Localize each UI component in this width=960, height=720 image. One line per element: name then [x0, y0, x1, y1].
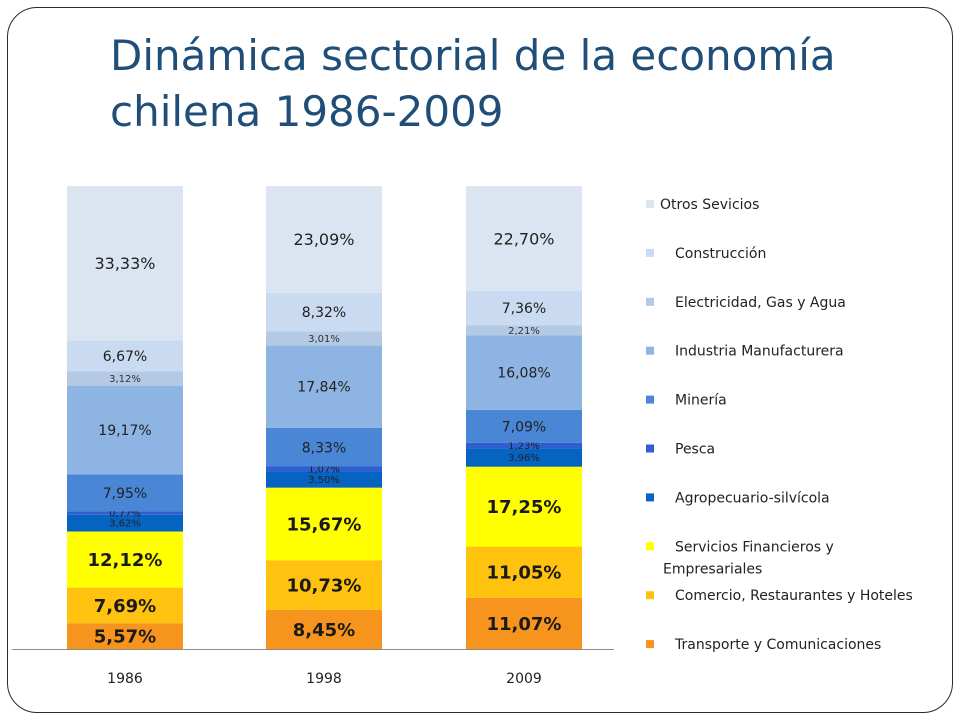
legend-swatch-8: [646, 591, 654, 600]
bar-label-2009-series-1: 11,05%: [487, 563, 562, 584]
bar-segment-2009-series-1: [466, 546, 582, 598]
bar-segment-2009-series-5: [466, 409, 582, 443]
bar-label-1986-series-2: 12,12%: [88, 550, 163, 571]
legend-label-8: Comercio, Restaurantes y Hoteles: [675, 588, 913, 604]
bar-label-1998-series-0: 8,45%: [293, 620, 355, 641]
bar-label-1998-series-5: 8,33%: [302, 440, 346, 456]
bar-segment-1998-series-0: [266, 609, 382, 649]
bar-label-2009-series-4: 1,23%: [508, 441, 540, 452]
bar-label-2009-series-2: 17,25%: [487, 497, 562, 518]
bar-label-1998-series-6: 17,84%: [297, 380, 350, 396]
legend-label-2: Electricidad, Gas y Agua: [675, 295, 846, 311]
bar-segment-1998-series-7: [266, 331, 382, 346]
legend-label-0: Otros Sevicios: [660, 197, 759, 213]
bar-segment-1986-series-5: [67, 474, 183, 512]
legend-swatch-1: [646, 248, 654, 257]
bar-segment-1986-series-9: [67, 186, 183, 341]
bar-label-1986-series-5: 7,95%: [103, 486, 147, 502]
bar-segment-2009-series-9: [466, 186, 582, 292]
bar-label-2009-series-8: 7,36%: [502, 301, 546, 317]
legend-swatch-4: [646, 395, 654, 404]
bar-segment-2009-series-4: [466, 442, 582, 449]
bar-label-1986-series-9: 33,33%: [94, 254, 155, 273]
x-tick-label-2009: 2009: [506, 671, 542, 687]
title-line-1: Dinámica sectorial de la economía: [110, 31, 836, 80]
legend-label-5: Pesca: [675, 442, 715, 458]
bar-segment-2009-series-0: [466, 597, 582, 649]
x-tick-label-1986: 1986: [107, 671, 143, 687]
x-tick-label-1998: 1998: [306, 671, 342, 687]
bar-segment-1998-series-9: [266, 186, 382, 293]
bar-label-2009-series-6: 16,08%: [497, 366, 550, 382]
bar-label-1986-series-0: 5,57%: [94, 627, 156, 648]
bar-segment-1986-series-0: [67, 623, 183, 649]
legend-label-6: Agropecuario-silvícola: [675, 490, 830, 506]
bar-label-2009-series-9: 22,70%: [493, 229, 554, 248]
bar-label-1986-series-1: 7,69%: [94, 596, 156, 617]
bar-segment-2009-series-3: [466, 448, 582, 467]
bar-segment-1986-series-1: [67, 587, 183, 624]
bar-segment-2009-series-6: [466, 335, 582, 410]
bar-label-1998-series-1: 10,73%: [287, 576, 362, 597]
bar-label-1998-series-3: 3,50%: [308, 475, 340, 486]
bar-segment-1986-series-6: [67, 385, 183, 475]
bar-label-1986-series-8: 6,67%: [103, 349, 147, 365]
bar-label-1998-series-4: 1,07%: [308, 465, 340, 476]
bar-label-1998-series-7: 3,01%: [308, 334, 340, 345]
bar-segment-2009-series-8: [466, 291, 582, 326]
legend-swatch-0: [646, 200, 654, 208]
legend-swatch-5: [646, 444, 654, 453]
bar-label-2009-series-5: 7,09%: [502, 419, 546, 435]
bar-segment-1998-series-4: [266, 466, 382, 472]
legend-label-7: Servicios Financieros y: [675, 539, 834, 555]
bar-segment-1998-series-6: [266, 345, 382, 428]
bar-segment-1986-series-3: [67, 514, 183, 532]
bar-segment-2009-series-2: [466, 466, 582, 547]
bar-segment-2009-series-7: [466, 325, 582, 336]
legend-label-4: Minería: [675, 393, 727, 409]
bar-segment-1986-series-2: [67, 531, 183, 588]
legend-swatch-9: [646, 640, 654, 649]
bar-segment-1986-series-8: [67, 340, 183, 372]
bar-segment-1986-series-4: [67, 511, 183, 515]
legend-swatch-6: [646, 493, 654, 502]
legend-label-3: Industria Manufacturera: [675, 344, 844, 360]
title-line-2: chilena 1986-2009: [110, 87, 504, 136]
bar-label-1998-series-8: 8,32%: [302, 305, 346, 321]
legend-label-1: Construcción: [675, 246, 766, 262]
bar-label-2009-series-7: 2,21%: [508, 326, 540, 337]
bar-segment-1998-series-8: [266, 292, 382, 332]
legend-label-9: Transporte y Comunicaciones: [674, 637, 881, 653]
bar-label-1986-series-7: 3,12%: [109, 374, 141, 385]
legend-label-7-line-2: Empresariales: [663, 561, 762, 577]
bar-label-1998-series-9: 23,09%: [293, 230, 354, 249]
legend-swatch-3: [646, 346, 654, 355]
bar-label-2009-series-0: 11,07%: [487, 614, 562, 635]
legend-swatch-2: [646, 297, 654, 306]
bar-segment-1998-series-3: [266, 471, 382, 488]
slide-title: Dinámica sectorial de la economía chilen…: [110, 28, 930, 140]
bar-label-1986-series-4: 0,77%: [109, 509, 141, 520]
bar-label-2009-series-3: 3,96%: [508, 453, 540, 464]
bar-segment-1998-series-5: [266, 427, 382, 467]
bar-segment-1986-series-7: [67, 371, 183, 386]
bar-segment-1998-series-2: [266, 487, 382, 561]
bar-label-1986-series-6: 19,17%: [98, 423, 151, 439]
bar-label-1998-series-2: 15,67%: [287, 514, 362, 535]
bar-segment-1998-series-1: [266, 560, 382, 610]
bar-label-1986-series-3: 3,62%: [109, 519, 141, 530]
legend-swatch-7: [646, 542, 654, 551]
